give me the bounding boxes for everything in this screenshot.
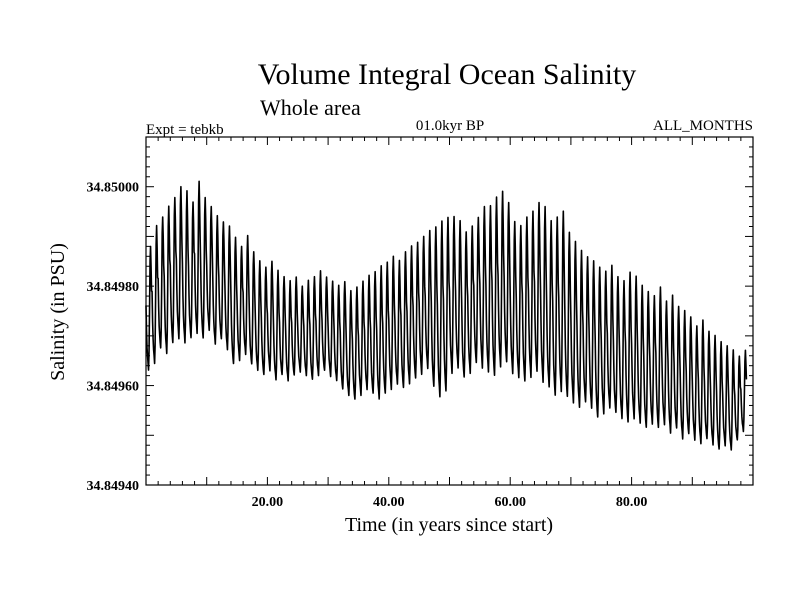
series-line-salinity (145, 180, 748, 451)
x-tick-label: 40.00 (373, 495, 405, 510)
axis-ticks (146, 136, 753, 486)
axis-tick-labels: 20.00 40.00 60.00 80.00 34.84940 34.84960 34.8… (87, 181, 648, 510)
y-tick-label: 34.84980 (87, 280, 140, 295)
period-label: 01.0kyr BP (416, 118, 484, 134)
x-tick-label: 20.00 (252, 495, 284, 510)
months-label: ALL_MONTHS (653, 118, 753, 134)
y-tick-label: 34.84940 (87, 479, 140, 494)
plot-frame (145, 136, 754, 486)
x-tick-label: 60.00 (494, 495, 526, 510)
y-axis-label: Salinity (in PSU) (47, 243, 69, 381)
chart-title: Volume Integral Ocean Salinity (258, 58, 637, 91)
x-tick-label: 80.00 (616, 495, 648, 510)
y-tick-label: 34.84960 (87, 380, 140, 395)
y-tick-label: 34.85000 (87, 181, 140, 196)
experiment-label: Expt = tebkb (146, 122, 224, 138)
x-axis-label: Time (in years since start) (345, 514, 553, 536)
chart-subtitle: Whole area (260, 95, 361, 120)
